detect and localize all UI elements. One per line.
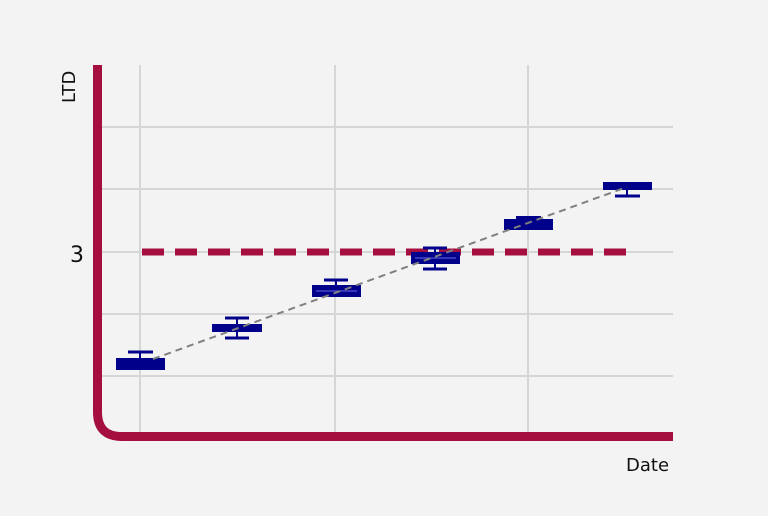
boxes (116, 182, 652, 370)
box-5 (504, 216, 553, 230)
box-6 (603, 182, 652, 198)
trend-line (152, 186, 628, 360)
box-4 (411, 246, 460, 271)
box-3 (312, 278, 361, 297)
axis-frame (93, 65, 673, 441)
x-axis-label: Date (626, 455, 669, 476)
y-tick-label: 3 (70, 243, 84, 268)
box-1 (116, 350, 165, 370)
y-axis-label: LTD (59, 71, 80, 103)
